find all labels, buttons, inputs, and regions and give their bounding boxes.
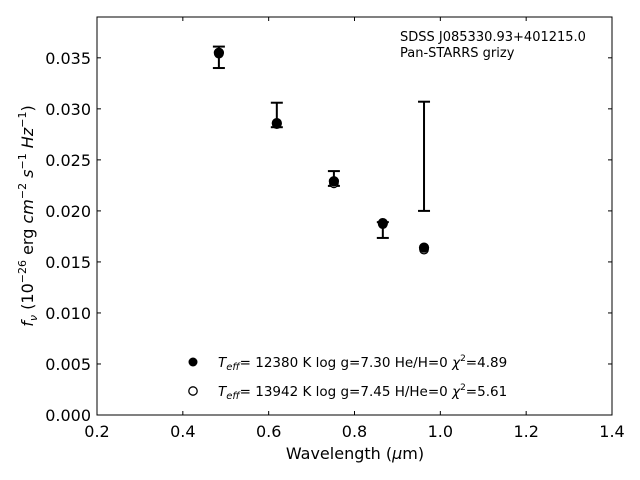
x-tick-label: 1.2	[513, 422, 538, 441]
y-tick-label: 0.010	[45, 304, 91, 323]
y-tick-label: 0.015	[45, 253, 91, 272]
model-point-filled	[328, 176, 340, 187]
y-tick-label: 0.005	[45, 355, 91, 374]
y-tick-label: 0.000	[45, 406, 91, 425]
x-tick-label: 0.6	[256, 422, 281, 441]
x-tick-label: 0.4	[170, 422, 195, 441]
x-tick-label: 0.8	[342, 422, 367, 441]
y-tick-label: 0.025	[45, 151, 91, 170]
legend-marker-open	[188, 386, 198, 396]
x-tick-label: 1.0	[428, 422, 453, 441]
model-point-filled	[377, 217, 388, 229]
legend-entry-1: Teff= 12380 K log g=7.30 He/H=0 χ2=4.89	[218, 354, 507, 373]
y-tick-label: 0.030	[45, 100, 91, 119]
data-marks	[212, 45, 431, 255]
y-tick-label: 0.035	[45, 49, 91, 68]
annotation-line-2: Pan-STARRS grizy	[400, 46, 515, 61]
model-point-filled	[271, 117, 282, 129]
legend-entry-2: Teff= 13942 K log g=7.45 H/He=0 χ2=5.61	[218, 383, 507, 402]
x-tick-label: 1.4	[599, 422, 624, 441]
model-point-filled	[213, 47, 225, 58]
y-tick-label: 0.020	[45, 202, 91, 221]
axis-ticks: 0.2 0.4 0.6 0.8 1.0 1.2 1.4 0.000 0.005 0.010 0.01…	[45, 17, 625, 441]
x-tick-label: 0.2	[84, 422, 109, 441]
x-axis-label: Wavelength (μm)	[286, 444, 424, 463]
y-axis-label: fν (10−26 erg cm−2 s−1 Hz−1)	[16, 105, 40, 326]
annotation-line-1: SDSS J085330.93+401215.0	[400, 30, 586, 45]
model-point-filled	[418, 242, 430, 253]
legend-marker-filled	[188, 357, 198, 367]
legend: Teff= 12380 K log g=7.30 He/H=0 χ2=4.89 …	[188, 354, 507, 402]
